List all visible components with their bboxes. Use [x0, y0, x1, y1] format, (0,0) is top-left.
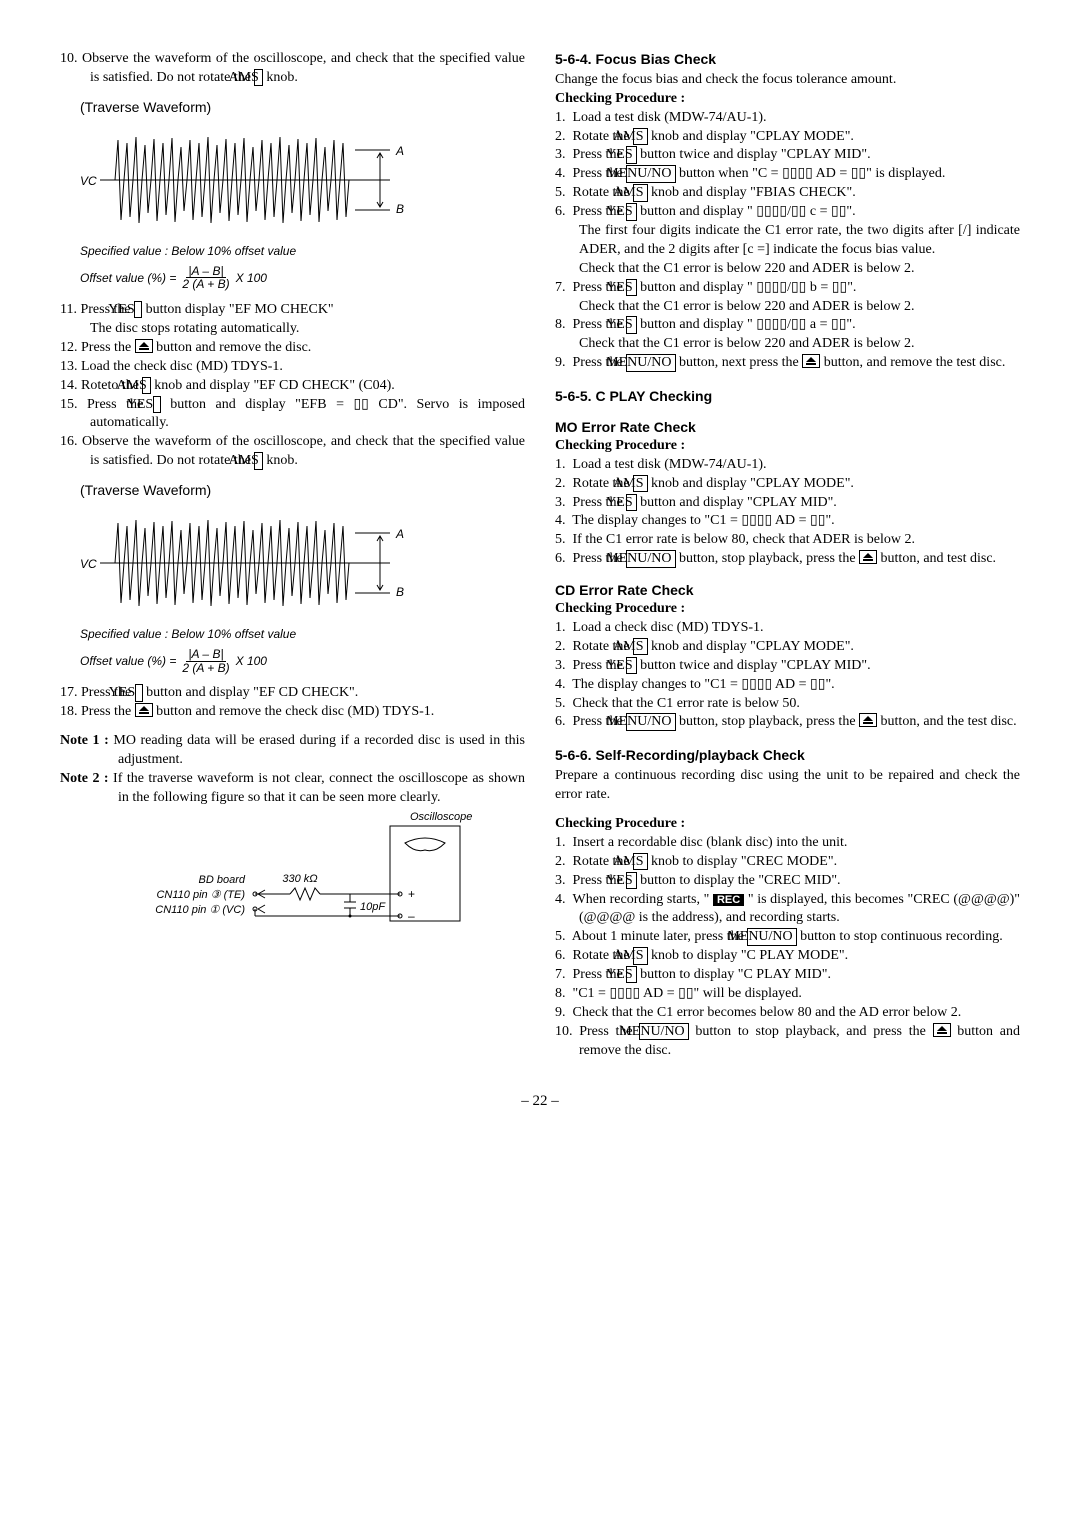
- l10-end: knob.: [263, 70, 298, 85]
- svg-text:CN110 pin ③ (TE): CN110 pin ③ (TE): [156, 889, 245, 901]
- svg-text:BD board: BD board: [199, 874, 246, 886]
- svg-text:330 kΩ: 330 kΩ: [282, 873, 317, 885]
- checking-2: Checking Procedure :: [555, 437, 1020, 456]
- fb-list-2: 7. Press the YES button and display " ▯▯…: [555, 279, 1020, 298]
- s566-title: 5-6-6. Self-Recording/playback Check: [555, 746, 1020, 765]
- waveform-svg-2: VC A B: [80, 508, 410, 618]
- s564-title: 5-6-4. Focus Bias Check: [555, 50, 1020, 69]
- note1: Note 1 : MO reading data will be erased …: [60, 732, 525, 770]
- left-list-17: 17. Press the YES button and display "EF…: [60, 684, 525, 722]
- traverse-block-1: (Traverse Waveform) VC A B Specified val…: [80, 98, 525, 291]
- traverse-label-1: (Traverse Waveform): [80, 98, 525, 117]
- eject-icon: [802, 354, 820, 368]
- eject-icon: [859, 550, 877, 564]
- eject-icon: [135, 339, 153, 353]
- svg-text:VC: VC: [80, 557, 97, 571]
- ams-box: AMS: [254, 69, 262, 86]
- sr-list: 1. Insert a recordable disc (blank disc)…: [555, 834, 1020, 1061]
- page-number: – 22 –: [60, 1091, 1020, 1111]
- left-column: 10. Observe the waveform of the oscillos…: [60, 50, 525, 1061]
- svg-text:Oscilloscope: Oscilloscope: [410, 811, 472, 823]
- checking-4: Checking Procedure :: [555, 815, 1020, 834]
- left-list-10: 10. Observe the waveform of the oscillos…: [60, 50, 525, 88]
- eject-icon: [933, 1023, 951, 1037]
- eject-icon: [135, 703, 153, 717]
- mo-list: 1. Load a test disk (MDW-74/AU-1). 2. Ro…: [555, 456, 1020, 569]
- svg-text:–: –: [408, 909, 415, 923]
- svg-text:B: B: [396, 202, 404, 216]
- svg-text:VC: VC: [80, 174, 97, 188]
- cd-list: 1. Load a check disc (MD) TDYS-1. 2. Rot…: [555, 619, 1020, 732]
- formula-2: Offset value (%) = |A – B| 2 (A + B) X 1…: [80, 648, 525, 674]
- right-column: 5-6-4. Focus Bias Check Change the focus…: [555, 50, 1020, 1061]
- note2: Note 2 : If the traverse waveform is not…: [60, 770, 525, 808]
- waveform-svg-1: VC A B: [80, 125, 410, 235]
- svg-text:CN110 pin ① (VC): CN110 pin ① (VC): [155, 904, 245, 916]
- rec-badge: REC: [713, 894, 744, 906]
- formula-1: Offset value (%) = |A – B| 2 (A + B) X 1…: [80, 265, 525, 291]
- page-columns: 10. Observe the waveform of the oscillos…: [60, 50, 1020, 1061]
- checking-3: Checking Procedure :: [555, 600, 1020, 619]
- fb-list-3: 8. Press the YES button and display " ▯▯…: [555, 316, 1020, 335]
- l10-text: Observe the waveform of the oscilloscope…: [82, 51, 525, 85]
- fb-list: 1. Load a test disk (MDW-74/AU-1). 2. Ro…: [555, 109, 1020, 222]
- svg-text:A: A: [395, 527, 404, 541]
- svg-text:10pF: 10pF: [360, 901, 386, 913]
- svg-text:B: B: [396, 585, 404, 599]
- mo-title: MO Error Rate Check: [555, 418, 1020, 437]
- circuit-svg: Oscilloscope BD board CN110 pin ③ (TE) C…: [100, 808, 520, 948]
- eject-icon: [859, 713, 877, 727]
- s564-intro: Change the focus bias and check the focu…: [555, 71, 1020, 90]
- s565-title: 5-6-5. C PLAY Checking: [555, 387, 1020, 406]
- spec-value-1: Specified value : Below 10% offset value: [80, 243, 525, 259]
- s566-intro: Prepare a continuous recording disc usin…: [555, 767, 1020, 805]
- cd-title: CD Error Rate Check: [555, 581, 1020, 600]
- traverse-block-2: (Traverse Waveform) VC A B Specified val…: [80, 481, 525, 674]
- svg-text:+: +: [408, 887, 415, 901]
- checking-1: Checking Procedure :: [555, 90, 1020, 109]
- svg-text:A: A: [395, 144, 404, 158]
- fb-list-4: 9. Press the MENU/NO button, next press …: [555, 354, 1020, 373]
- spec-value-2: Specified value : Below 10% offset value: [80, 626, 525, 642]
- traverse-label-2: (Traverse Waveform): [80, 481, 525, 500]
- left-list-11: 11. Press the YES button display "EF MO …: [60, 301, 525, 471]
